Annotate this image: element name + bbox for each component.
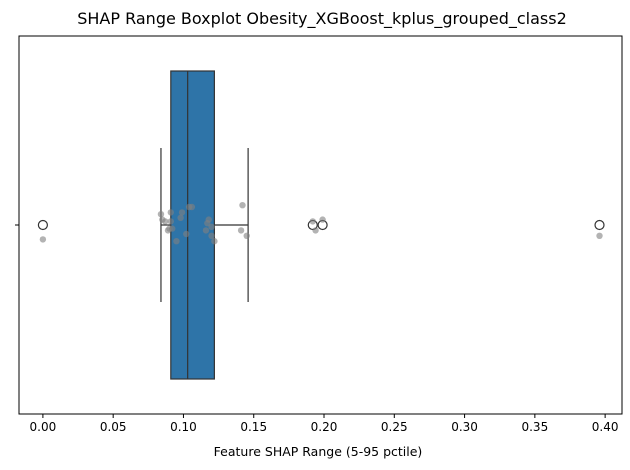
data-point: [211, 238, 218, 245]
data-point: [177, 214, 184, 221]
axes-frame: [18, 35, 623, 415]
x-tick-label: 0.05: [100, 420, 127, 434]
data-point: [208, 232, 215, 239]
x-tick-label: 0.10: [170, 420, 197, 434]
chart-title: SHAP Range Boxplot Obesity_XGBoost_kplus…: [77, 9, 567, 29]
data-point: [312, 227, 319, 234]
data-point: [39, 236, 47, 243]
x-tick-label: 0.40: [592, 420, 619, 434]
data-point: [596, 232, 603, 239]
x-tick-label: 0.00: [30, 420, 57, 434]
data-point: [202, 227, 210, 234]
data-point: [243, 232, 250, 239]
data-point: [319, 216, 326, 223]
data-point: [208, 223, 215, 230]
data-point: [239, 202, 246, 209]
x-tick-label: 0.25: [381, 420, 408, 434]
data-point: [173, 238, 180, 245]
data-point: [183, 230, 190, 238]
data-point: [157, 211, 165, 218]
data-point: [237, 227, 245, 234]
data-point: [178, 209, 186, 216]
x-axis-label: Feature SHAP Range (5-95 pctile): [214, 444, 423, 459]
x-tick-label: 0.35: [521, 420, 548, 434]
data-point: [205, 216, 212, 223]
data-point: [167, 218, 175, 225]
data-point: [169, 225, 176, 232]
x-tick-label: 0.20: [311, 420, 338, 434]
data-point: [161, 218, 169, 225]
x-tick-label: 0.15: [240, 420, 267, 434]
data-point: [309, 218, 316, 225]
outlier-marker: [37, 219, 48, 231]
plot-area: 0.00 0.05 0.10 0.15 0.20 0.25 0.30 0.35 0.40: [15, 35, 623, 434]
data-point: [167, 209, 175, 216]
outlier-marker: [594, 219, 605, 231]
x-tick-label: 0.30: [451, 420, 478, 434]
data-point: [188, 203, 196, 211]
